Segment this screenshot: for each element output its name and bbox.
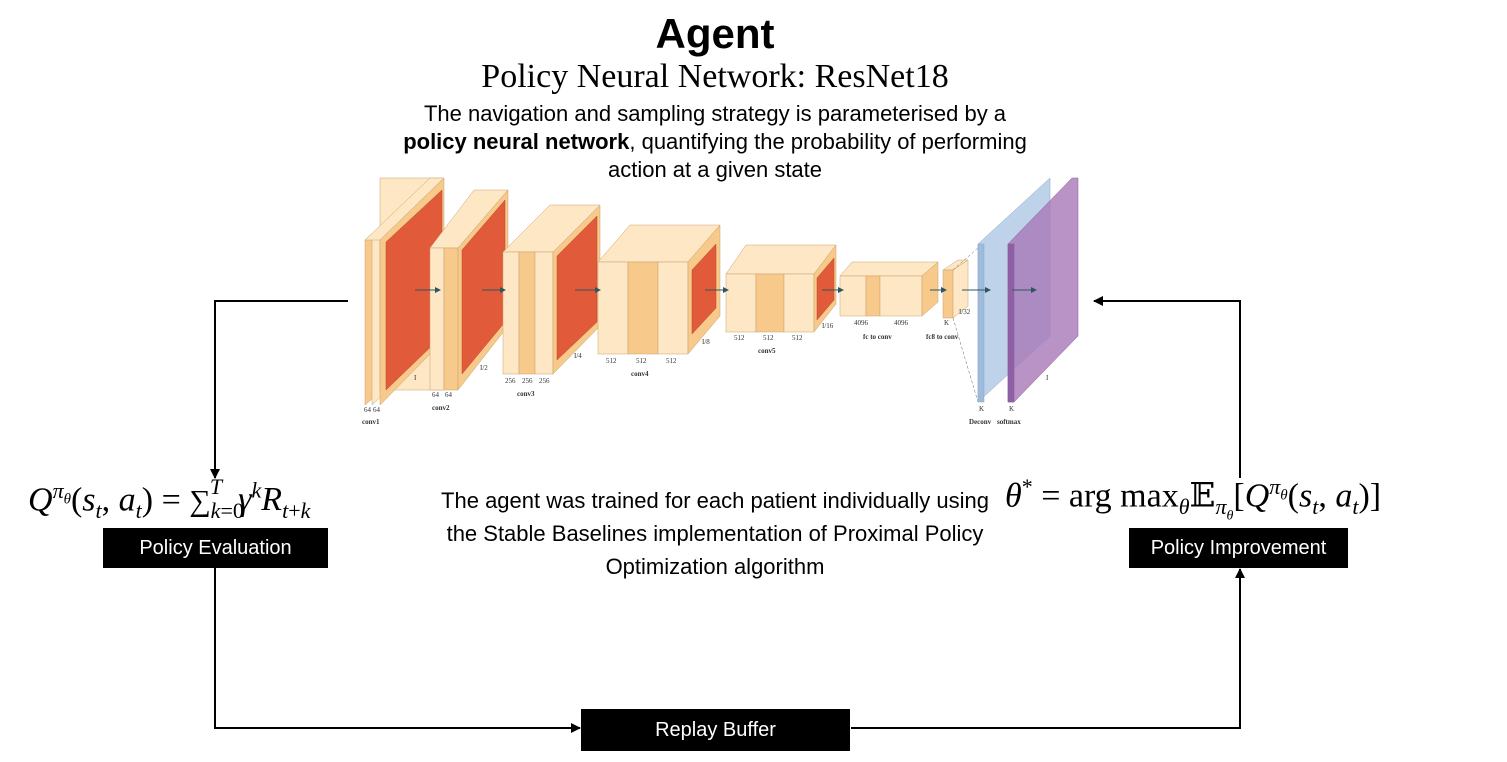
policy-improvement-box: Policy Improvement (1129, 528, 1348, 568)
conv5-label: conv5 (758, 347, 776, 355)
conv1-label: conv1 (362, 418, 380, 426)
conv3-channels-3: 256 (539, 377, 550, 385)
fc8-label: fc8 to conv (926, 333, 959, 341)
conv4-channels-3: 512 (666, 357, 677, 365)
conv4-channels-2: 512 (636, 357, 647, 365)
conv5-channels: 512 (734, 334, 745, 342)
fc8-channels: K (944, 319, 949, 327)
description-bold: policy neural network (403, 129, 630, 154)
layer-conv4 (597, 224, 721, 355)
conv5-size: I/16 (822, 322, 834, 330)
layer-softmax (1007, 177, 1079, 403)
softmax-label: softmax (997, 418, 1021, 426)
page-title: Agent (655, 10, 775, 57)
softmax-size: I (1046, 374, 1049, 382)
conv4-label: conv4 (631, 370, 649, 378)
description-part1: The navigation and sampling strategy is … (423, 101, 1007, 126)
arrow-buffer-to-improvement (851, 568, 1245, 729)
policy-evaluation-formula: Qπθ(st, at) = ∑k=0T γkRt+k (28, 474, 311, 524)
description-part2: , quantifying the probability of perform… (607, 129, 1027, 182)
layer-fc-to-conv (839, 261, 939, 317)
layer-conv5 (725, 244, 837, 333)
conv4-channels: 512 (606, 357, 617, 365)
arrow-network-to-evaluation (210, 300, 348, 479)
arrow-evaluation-to-buffer (214, 568, 581, 733)
conv1-size: I (414, 374, 417, 382)
fc8-size: I/32 (959, 308, 971, 316)
replay-buffer-box: Replay Buffer (581, 709, 850, 751)
conv2-label: conv2 (432, 404, 450, 412)
fc-label: fc to conv (863, 333, 892, 341)
deconv-label: Deconv (969, 418, 992, 426)
policy-improvement-formula: θ* = arg maxθ𝔼πθ[Qπθ(st, at)] (1005, 474, 1382, 524)
conv4-size: I/8 (702, 338, 710, 346)
conv2-channels: 64 (432, 391, 440, 399)
softmax-channels: K (1009, 405, 1014, 413)
conv3-label: conv3 (517, 390, 535, 398)
conv3-size: I/4 (574, 352, 582, 360)
conv1-channels-2: 64 (373, 406, 381, 414)
training-description: The agent was trained for each patient i… (441, 488, 989, 579)
deconv-channels: K (979, 405, 984, 413)
arrow-improvement-to-network (1093, 296, 1241, 478)
conv1-channels: 64 (364, 406, 372, 414)
conv2-channels-2: 64 (445, 391, 453, 399)
conv5-channels-2: 512 (763, 334, 774, 342)
conv3-channels: 256 (505, 377, 516, 385)
network-description: The navigation and sampling strategy is … (400, 100, 1030, 184)
network-subtitle: Policy Neural Network: ResNet18 (481, 58, 949, 95)
conv2-size: I/2 (480, 364, 488, 372)
fc-channels: 4096 (854, 319, 869, 327)
policy-evaluation-box: Policy Evaluation (103, 528, 328, 568)
conv5-channels-3: 512 (792, 334, 803, 342)
fc-channels-2: 4096 (894, 319, 909, 327)
conv3-channels-2: 256 (522, 377, 533, 385)
layer-labels: 64 64 I conv1 64 64 I/2 conv2 256 256 25… (362, 308, 1049, 426)
